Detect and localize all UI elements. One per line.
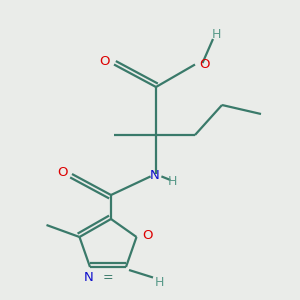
- Text: H: H: [211, 28, 221, 41]
- Text: =: =: [103, 271, 113, 284]
- Text: O: O: [100, 55, 110, 68]
- Text: H: H: [168, 175, 177, 188]
- Text: H: H: [154, 275, 164, 289]
- Text: O: O: [199, 58, 209, 71]
- Text: O: O: [57, 166, 68, 179]
- Text: N: N: [150, 169, 159, 182]
- Text: N: N: [84, 271, 93, 284]
- Text: O: O: [143, 229, 153, 242]
